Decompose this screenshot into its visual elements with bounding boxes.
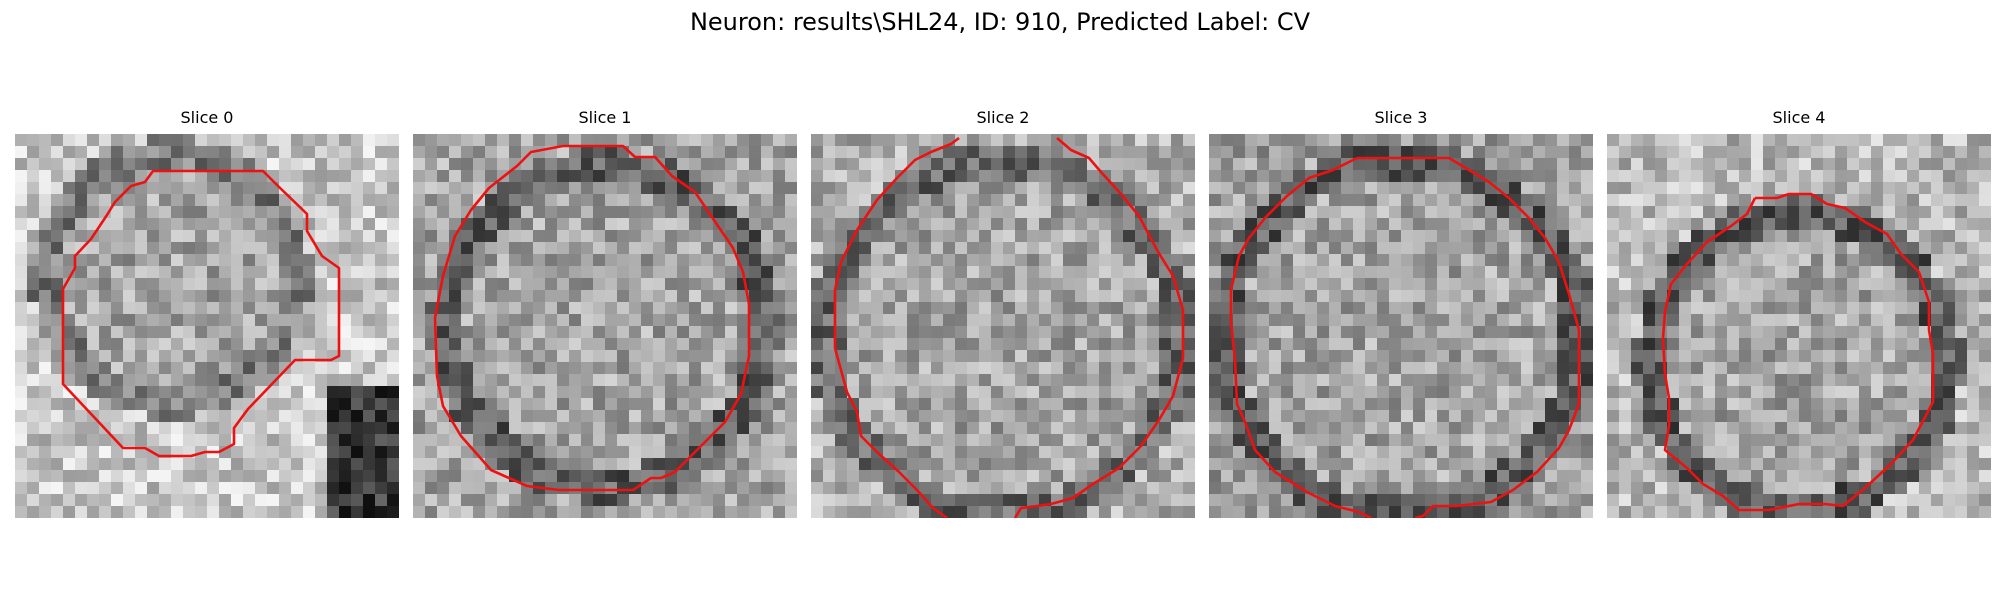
slice-image bbox=[413, 134, 797, 518]
cell-outline bbox=[61, 169, 341, 458]
microscopy-pixels bbox=[413, 134, 797, 518]
slice-image-svg bbox=[15, 134, 399, 518]
microscopy-pixels bbox=[15, 134, 399, 518]
slice-image-svg bbox=[413, 134, 797, 518]
slice-title: Slice 1 bbox=[578, 108, 632, 127]
microscopy-pixels bbox=[1607, 134, 1991, 518]
microscopy-pixels bbox=[811, 134, 1195, 518]
slice-panel-2: Slice 2 bbox=[811, 108, 1195, 520]
figure-title: Neuron: results\SHL24, ID: 910, Predicte… bbox=[689, 8, 1311, 36]
cell-outline bbox=[1357, 156, 1581, 518]
slice-image bbox=[811, 134, 1195, 518]
slice-image-svg bbox=[1209, 134, 1593, 518]
cell-outline bbox=[1661, 192, 1935, 512]
slice-image bbox=[1209, 134, 1593, 518]
slice-panel-1: Slice 1 bbox=[413, 108, 797, 520]
slice-image-svg bbox=[1607, 134, 1991, 518]
cell-outline bbox=[433, 144, 751, 492]
slice-title: Slice 2 bbox=[976, 108, 1030, 127]
slice-image bbox=[1607, 134, 1991, 518]
slice-panel-0: Slice 0 bbox=[15, 108, 399, 520]
cell-outline bbox=[1229, 156, 1372, 518]
microscopy-pixels bbox=[1209, 134, 1593, 518]
slice-title: Slice 4 bbox=[1772, 108, 1826, 127]
slice-panel-4: Slice 4 bbox=[1607, 108, 1991, 520]
slice-title: Slice 0 bbox=[180, 108, 234, 127]
slice-image-svg bbox=[811, 134, 1195, 518]
slice-image bbox=[15, 134, 399, 518]
slice-title: Slice 3 bbox=[1374, 108, 1428, 127]
slice-panel-3: Slice 3 bbox=[1209, 108, 1593, 520]
cell-outline bbox=[1013, 137, 1185, 518]
cell-outline bbox=[833, 136, 960, 518]
